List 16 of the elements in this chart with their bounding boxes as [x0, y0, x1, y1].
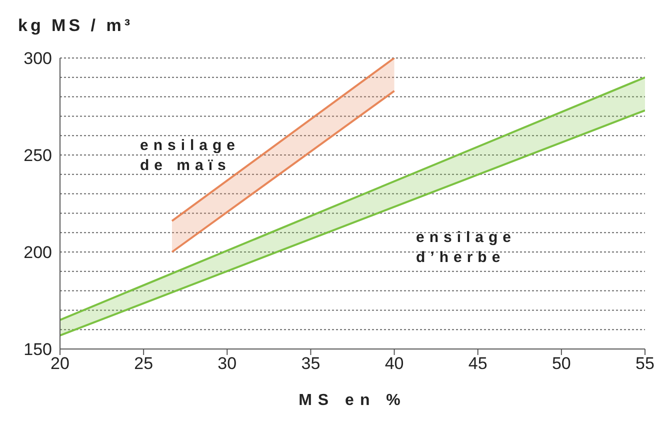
x-tick-label: 20: [50, 354, 70, 374]
annotation: ensilage d’herbe: [416, 228, 516, 268]
x-tick-label: 25: [134, 354, 154, 374]
x-tick-label: 50: [552, 354, 571, 374]
x-axis-title: MS en %: [298, 392, 406, 409]
chart-title: kg MS / m³: [18, 16, 134, 36]
y-tick-label: 250: [24, 146, 52, 166]
x-tick-label: 35: [301, 354, 320, 374]
y-tick-label: 300: [24, 49, 52, 68]
x-tick-label: 45: [468, 354, 488, 374]
annotation: ensilage de maïs: [140, 136, 240, 176]
y-tick-label: 150: [24, 340, 52, 360]
x-tick-label: 30: [218, 354, 237, 374]
x-tick-label: 55: [636, 354, 654, 374]
x-tick-label: 40: [384, 354, 404, 374]
y-tick-label: 200: [24, 243, 52, 262]
